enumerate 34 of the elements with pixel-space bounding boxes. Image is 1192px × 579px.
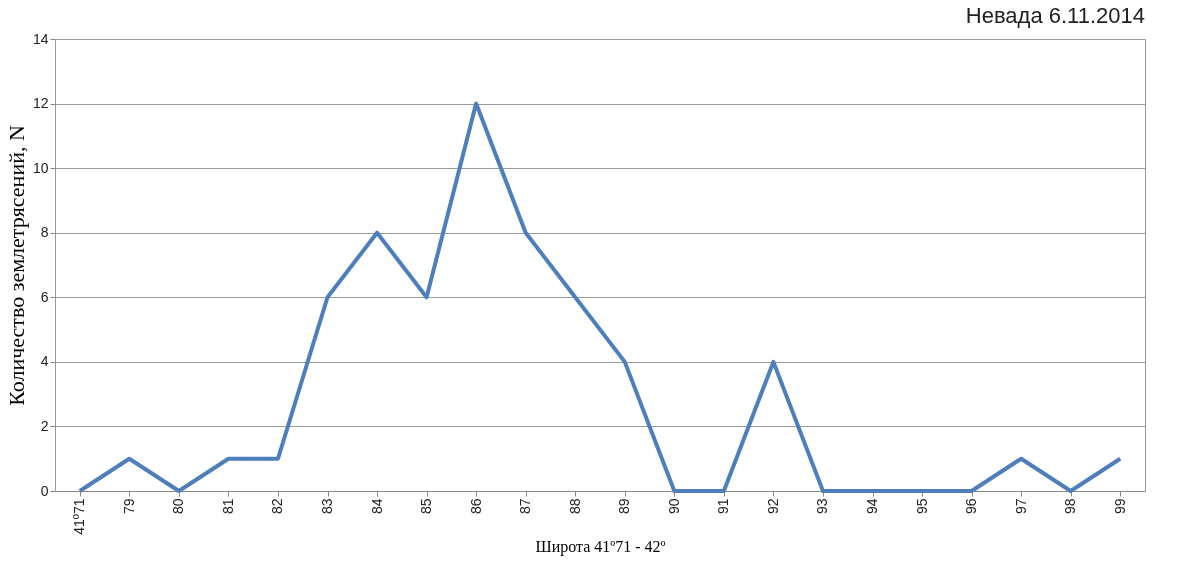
x-tick-label: 41º71 [71, 498, 88, 535]
x-tick-label: 81 [219, 498, 236, 515]
y-tick-label: 4 [40, 353, 49, 370]
x-tick-label: 93 [814, 498, 831, 515]
x-tick-label: 89 [616, 498, 633, 515]
x-tick-label: 92 [764, 498, 781, 515]
line-series [77, 101, 1123, 493]
x-tick-label: 83 [319, 498, 335, 515]
x-tick-label: 88 [566, 498, 583, 515]
x-tick-label: 96 [963, 498, 980, 515]
y-tick-label: 14 [32, 30, 49, 47]
x-tick-label: 82 [269, 498, 286, 515]
x-axis-title: Широта 41º71 - 42º [535, 537, 666, 556]
chart-title: Невада 6.11.2014 [965, 3, 1145, 28]
x-tick-label: 87 [517, 498, 534, 515]
x-tick-label: 99 [1111, 498, 1128, 515]
y-tick-label: 0 [40, 482, 49, 499]
y-tick-label: 10 [32, 159, 49, 176]
x-tick-label: 79 [120, 498, 137, 515]
x-tick-label: 85 [418, 498, 435, 515]
x-tick-label: 90 [665, 498, 682, 515]
x-tick-label: 80 [170, 498, 187, 515]
x-tick-label: 94 [864, 498, 880, 515]
x-tick-label: 95 [913, 498, 930, 515]
x-tick-label: 91 [715, 498, 732, 515]
x-tick-label: 97 [1012, 498, 1029, 515]
x-tick-label: 86 [467, 498, 484, 515]
x-tick-label: 84 [368, 498, 385, 515]
y-tick-label: 8 [40, 224, 49, 241]
y-axis-title: Количество землетрясений, N [3, 125, 29, 406]
x-tick-label: 98 [1062, 498, 1079, 515]
y-tick-label: 6 [40, 288, 49, 305]
y-tick-label: 2 [40, 417, 49, 434]
y-tick-label: 12 [32, 95, 49, 112]
